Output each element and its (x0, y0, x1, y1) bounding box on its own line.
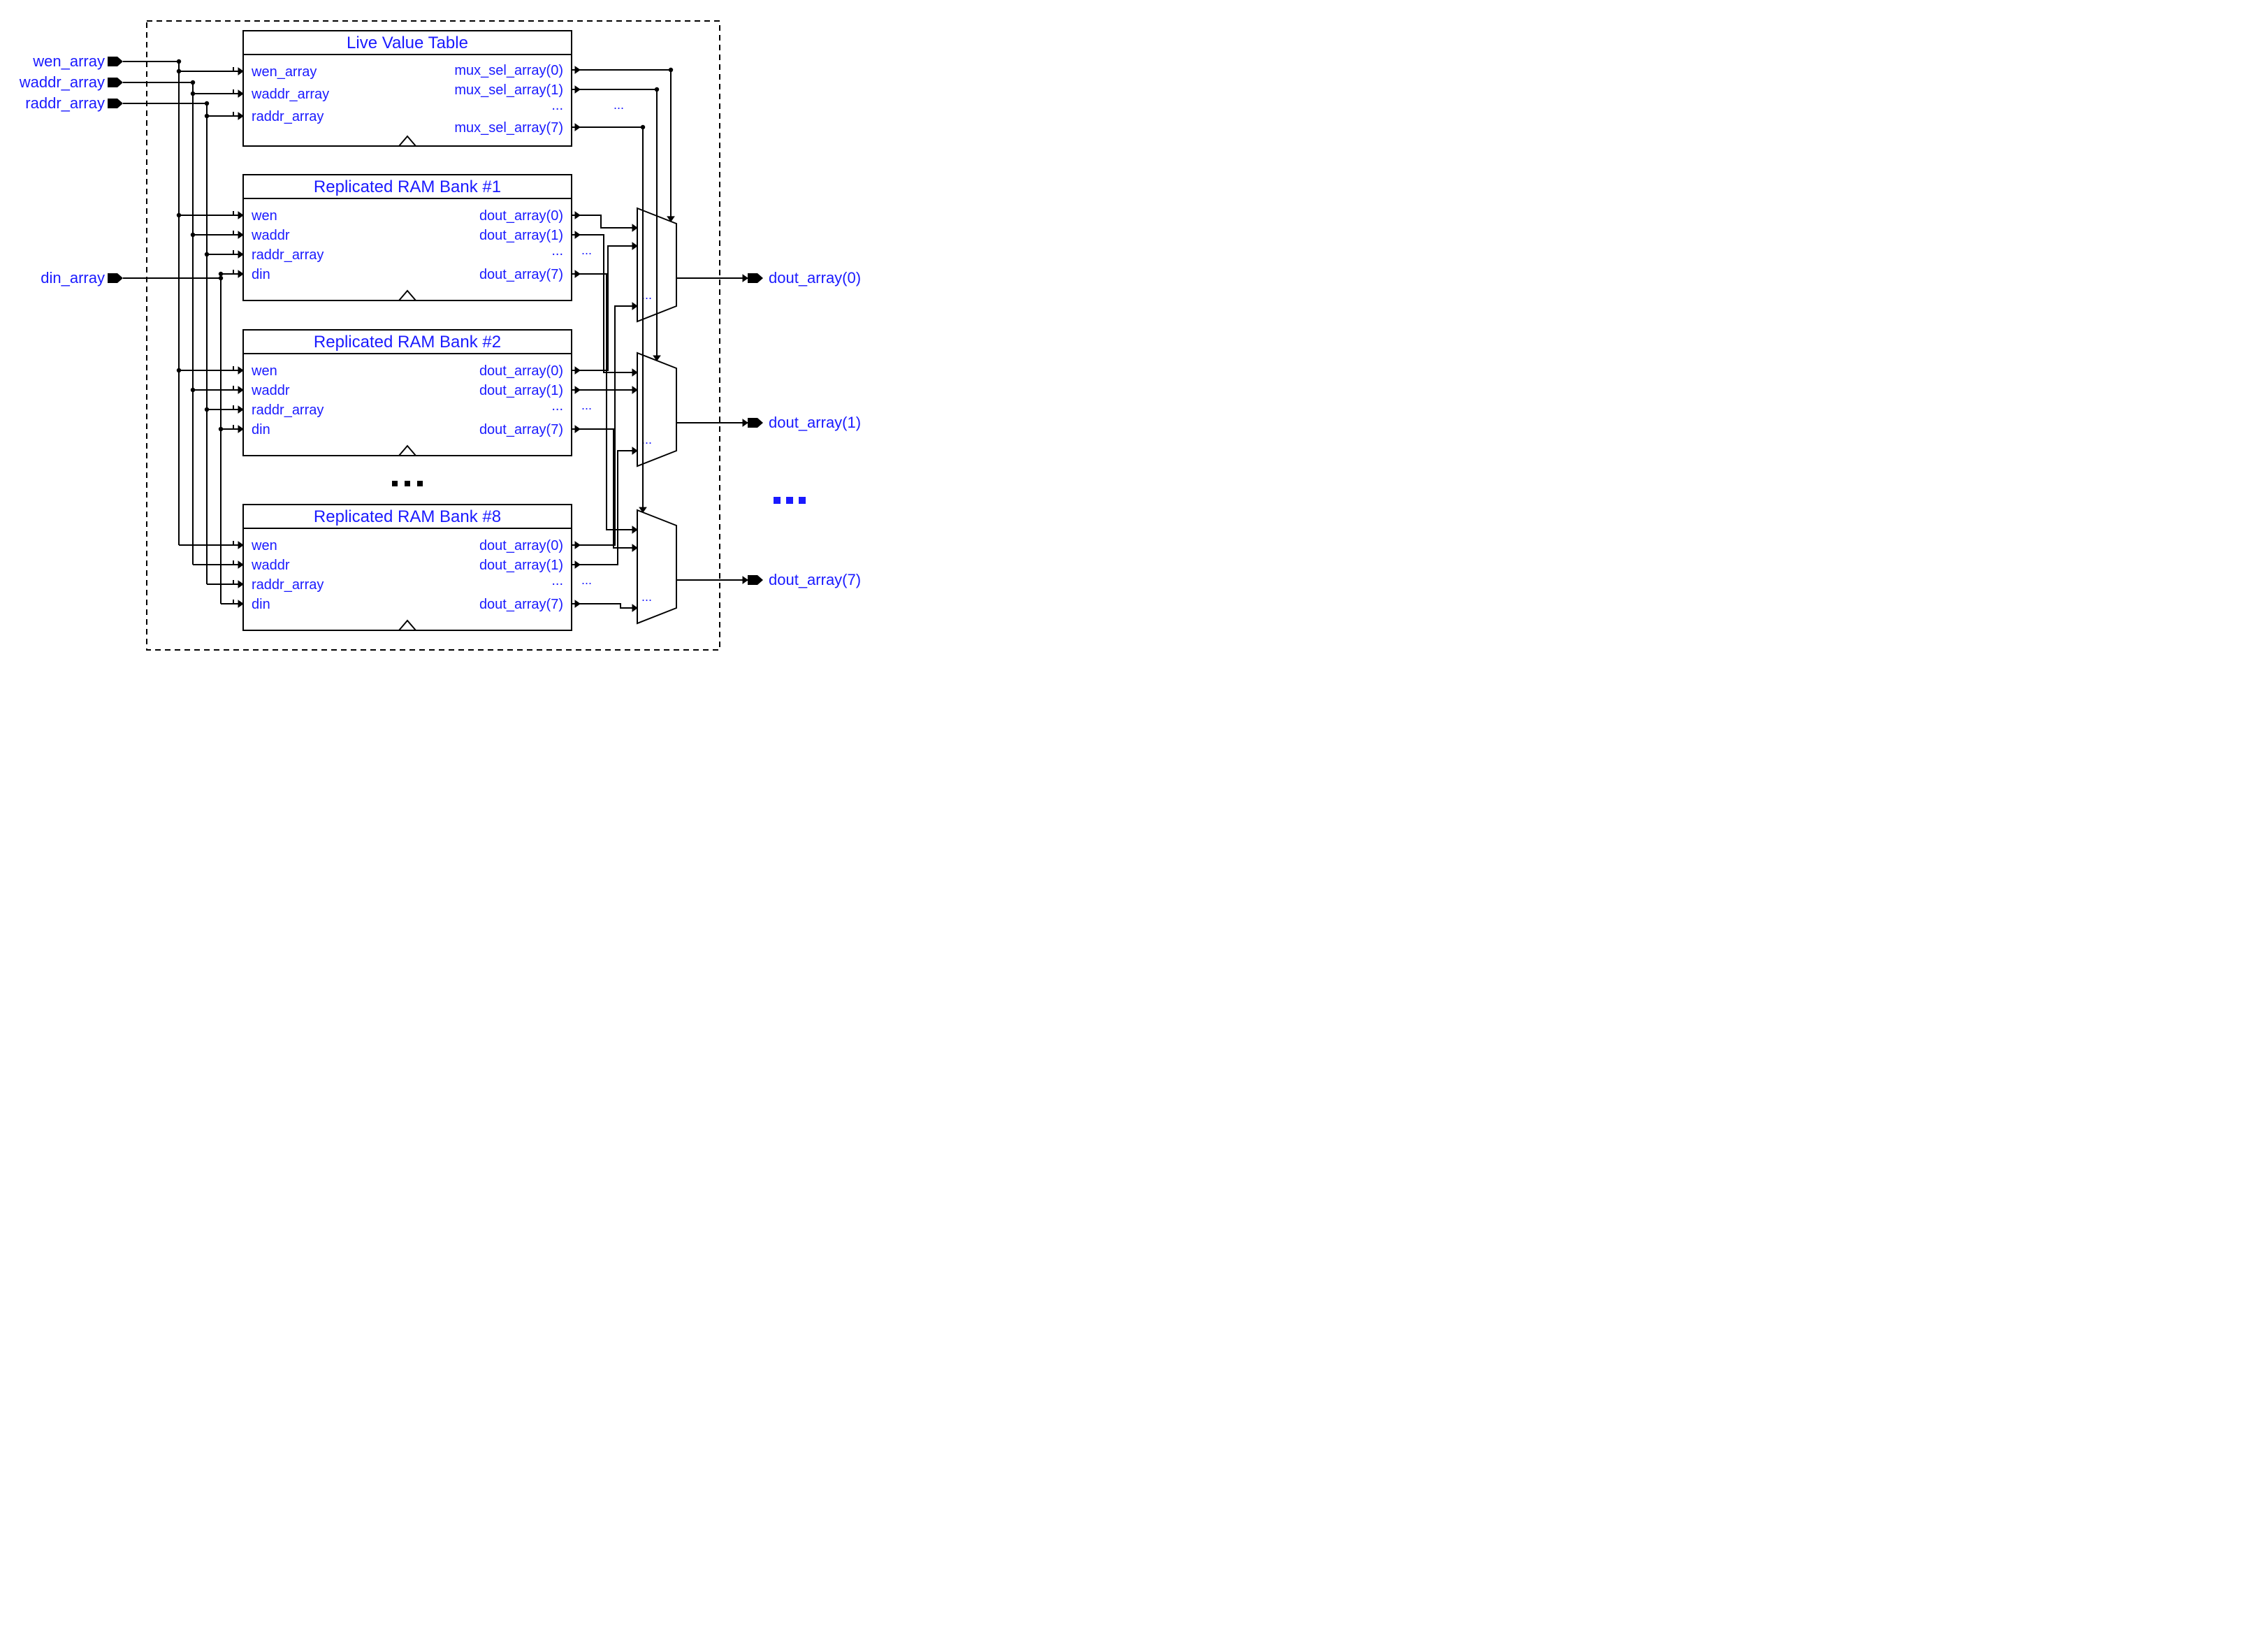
svg-text:din_array: din_array (41, 269, 105, 287)
block-bank2: Replicated RAM Bank #2 wen waddr raddr_arra… (243, 330, 572, 456)
block-title: Replicated RAM Bank #8 (314, 507, 501, 526)
svg-text:...: ... (551, 573, 563, 588)
output-label: dout_array(0) (769, 269, 861, 287)
svg-text:...: ... (581, 573, 592, 587)
port-label: wen_array (251, 64, 317, 80)
port-label: dout_array(0) (479, 363, 563, 379)
port-label: waddr_array (251, 87, 329, 102)
port-label: wen (251, 363, 277, 379)
svg-text:...: ... (641, 590, 652, 604)
port-label: dout_array(7) (479, 422, 563, 437)
port-label: raddr_array (252, 403, 324, 418)
port-label: wen (251, 208, 277, 224)
svg-text:...: ... (551, 98, 563, 113)
port-label: raddr_array (252, 577, 324, 593)
port-label: din (252, 267, 270, 282)
output-label: dout_array(7) (769, 571, 861, 588)
port-label: mux_sel_array(7) (454, 120, 563, 136)
mux (637, 510, 676, 623)
svg-text:...: ... (581, 398, 592, 412)
port-label: mux_sel_array(1) (454, 82, 563, 98)
svg-text:...: ... (551, 243, 563, 259)
port-label: waddr (251, 383, 290, 398)
port-label: raddr_array (252, 109, 324, 124)
block-lvt: Live Value Table wen_array waddr_arrayradd… (243, 31, 572, 146)
port-label: dout_array(7) (479, 267, 563, 282)
port-label: dout_array(0) (479, 208, 563, 224)
svg-text:wen_array: wen_array (32, 52, 105, 70)
port-label: wen (251, 538, 277, 553)
port-label: din (252, 597, 270, 612)
svg-text:raddr_array: raddr_array (25, 94, 105, 112)
block-bank8: Replicated RAM Bank #8 wen waddr raddr_arra… (243, 505, 572, 630)
svg-text:...: ... (551, 398, 563, 414)
svg-text:waddr_array: waddr_array (19, 73, 105, 91)
port-label: dout_array(1) (479, 228, 563, 243)
port-label: waddr (251, 558, 290, 573)
port-label: raddr_array (252, 247, 324, 263)
ram-replication-diagram: wen_array waddr_array raddr_array din_array… (0, 0, 906, 661)
port-label: dout_array(0) (479, 538, 563, 553)
port-label: waddr (251, 228, 290, 243)
output-label: dout_array(1) (769, 414, 861, 431)
block-title: Replicated RAM Bank #2 (314, 333, 501, 352)
svg-text:...: ... (614, 98, 624, 112)
svg-text:...: ... (581, 243, 592, 257)
port-label: dout_array(1) (479, 558, 563, 573)
port-label: mux_sel_array(0) (454, 63, 563, 78)
block-title: Replicated RAM Bank #1 (314, 177, 501, 196)
block-bank1: Replicated RAM Bank #1 wen waddr raddr_arra… (243, 175, 572, 300)
block-title: Live Value Table (347, 34, 468, 52)
port-label: dout_array(1) (479, 383, 563, 398)
port-label: din (252, 422, 270, 437)
port-label: dout_array(7) (479, 597, 563, 612)
